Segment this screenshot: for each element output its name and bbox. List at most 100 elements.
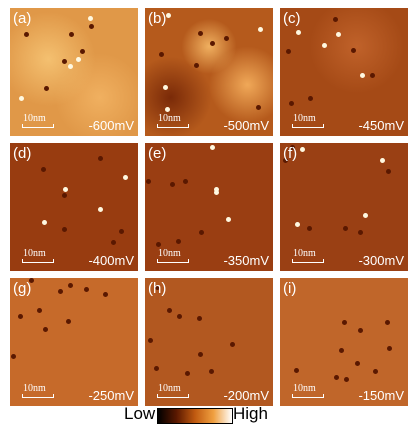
feature <box>196 315 202 321</box>
feature <box>76 56 82 62</box>
feature <box>369 73 375 79</box>
feature <box>294 367 300 373</box>
scale-bar <box>22 394 54 398</box>
colorbar <box>157 408 233 424</box>
feature <box>166 308 172 314</box>
feature <box>357 229 363 235</box>
feature <box>42 326 48 332</box>
panel-label: (g) <box>13 280 32 297</box>
feature <box>198 230 204 236</box>
feature <box>225 216 231 222</box>
scale-label: 10nm <box>158 248 181 259</box>
feature <box>224 36 230 42</box>
feature <box>335 31 341 37</box>
feature <box>68 31 74 37</box>
scale-bar <box>292 124 324 128</box>
feature <box>98 207 104 213</box>
feature <box>308 96 314 102</box>
feature <box>307 226 313 232</box>
stm-panel: (c) 10nm -450mV <box>280 8 408 136</box>
feature <box>214 187 220 193</box>
feature <box>165 13 171 18</box>
feature <box>183 178 189 184</box>
feature <box>334 374 340 380</box>
feature <box>83 286 89 292</box>
panel-label: (d) <box>13 145 32 162</box>
scale-label: 10nm <box>293 248 316 259</box>
feature <box>210 145 216 151</box>
bias-voltage: -600mV <box>88 118 134 133</box>
feature <box>351 48 357 54</box>
bias-voltage: -500mV <box>223 118 269 133</box>
feature <box>122 175 128 181</box>
feature <box>176 313 182 319</box>
bias-voltage: -250mV <box>88 388 134 403</box>
scale-label: 10nm <box>23 383 46 394</box>
panel-label: (e) <box>148 145 167 162</box>
feature <box>145 178 151 184</box>
scale-label: 10nm <box>293 113 316 124</box>
feature <box>255 104 261 110</box>
bias-voltage: -450mV <box>358 118 404 133</box>
scale-label: 10nm <box>158 113 181 124</box>
feature <box>97 156 103 162</box>
stm-panel: (b) 10nm -500mV <box>145 8 273 136</box>
feature <box>338 348 344 354</box>
feature <box>41 166 47 172</box>
feature <box>79 49 85 55</box>
scale-label: 10nm <box>293 383 316 394</box>
feature <box>194 63 200 69</box>
feature <box>87 15 93 21</box>
scale-bar <box>22 259 54 263</box>
stm-panel: (i) 10nm -150mV <box>280 278 408 406</box>
feature <box>285 49 291 55</box>
feature <box>197 31 203 37</box>
panel-label: (c) <box>283 10 301 27</box>
feature <box>43 86 49 92</box>
panel-label: (b) <box>148 10 167 27</box>
feature <box>67 64 73 70</box>
feature <box>10 353 16 359</box>
panel-label: (f) <box>283 145 298 162</box>
feature <box>19 95 25 101</box>
scale-bar <box>22 124 54 128</box>
scale-label: 10nm <box>23 113 46 124</box>
feature <box>214 189 220 195</box>
feature <box>333 17 339 23</box>
feature <box>57 288 63 294</box>
feature <box>155 242 161 248</box>
panel-label: (i) <box>283 280 297 297</box>
feature <box>299 146 305 152</box>
feature <box>37 307 43 313</box>
scale-bar <box>157 124 189 128</box>
stm-panel: (e) 10nm -350mV <box>145 143 273 271</box>
feature <box>384 319 390 325</box>
stm-panel: (g) 10nm -250mV <box>10 278 138 406</box>
scale-bar <box>157 394 189 398</box>
feature <box>111 239 117 245</box>
feature <box>154 366 160 372</box>
feature <box>61 226 67 232</box>
feature <box>198 351 204 357</box>
scale-label: 10nm <box>23 248 46 259</box>
feature <box>62 58 68 64</box>
feature <box>176 238 182 244</box>
feature <box>170 182 176 188</box>
scale-bar <box>292 394 324 398</box>
feature <box>159 52 165 58</box>
feature <box>344 376 350 382</box>
scale-bar <box>292 259 324 263</box>
feature <box>163 85 169 91</box>
feature <box>41 219 47 225</box>
feature <box>379 157 385 163</box>
feature <box>61 192 67 198</box>
feature <box>363 212 369 218</box>
feature <box>209 41 215 47</box>
feature <box>385 169 391 175</box>
feature <box>184 371 190 377</box>
feature <box>343 226 349 232</box>
bias-voltage: -150mV <box>358 388 404 403</box>
bias-voltage: -400mV <box>88 253 134 268</box>
feature <box>63 186 69 192</box>
